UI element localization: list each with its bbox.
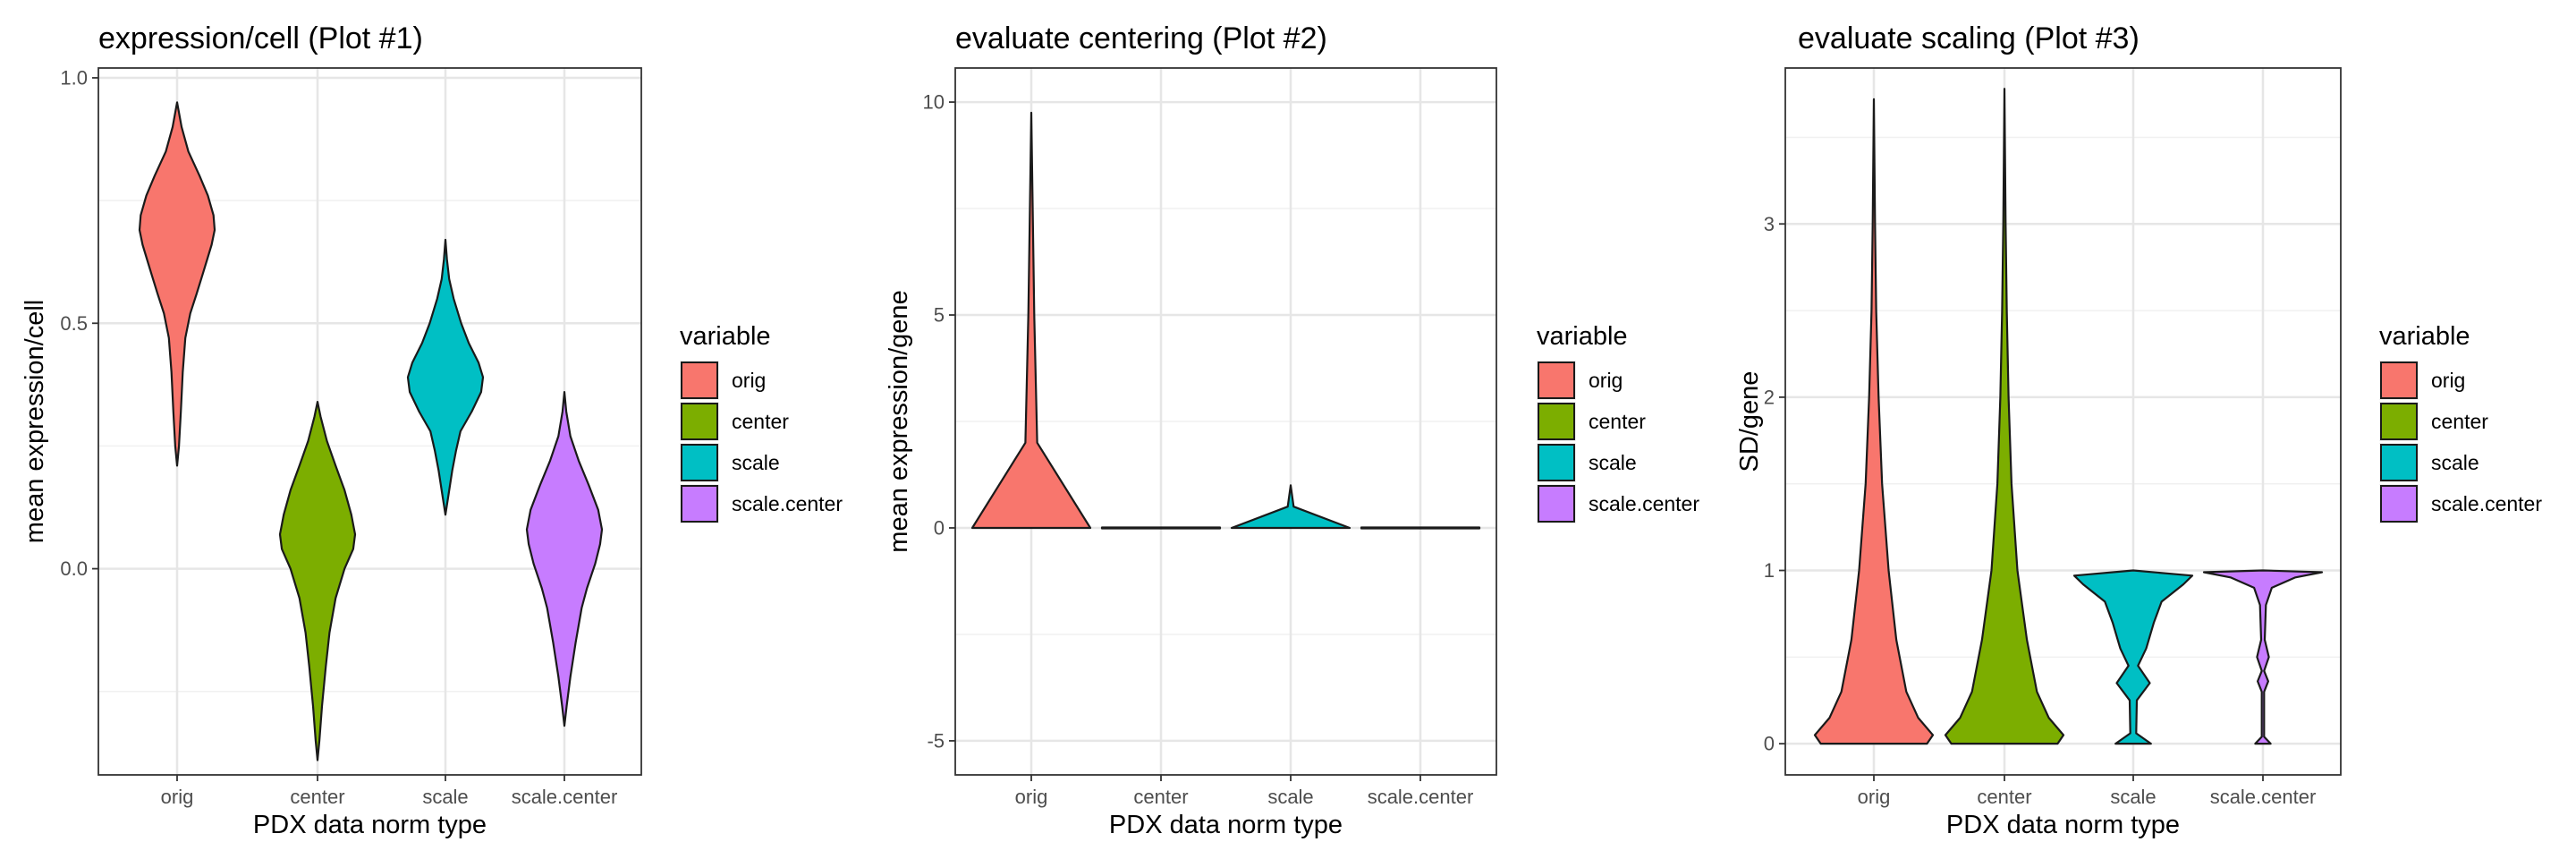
legend-label: orig	[732, 369, 766, 392]
y-tick-label: 5	[934, 304, 945, 327]
panel-2: -5 0 5 10 orig center scale scale.center evaluat…	[885, 21, 1699, 839]
legend-key-scale	[2380, 444, 2418, 481]
y-axis-title: SD/gene	[1735, 371, 1764, 472]
chart-title: evaluate scaling (Plot #3)	[1798, 21, 2140, 55]
legend-label: center	[732, 410, 789, 433]
x-axis-title: PDX data norm type	[1946, 811, 2180, 839]
y-tick-label: 1	[1764, 559, 1775, 582]
panel-3: 0 1 2 3 orig center scale scale.center evaluate …	[1735, 21, 2542, 839]
x-tick-label: scale	[2110, 786, 2156, 808]
legend-key-orig	[681, 361, 718, 399]
legend-label: orig	[2431, 369, 2465, 392]
violin-center	[278, 401, 357, 761]
violin-center	[1100, 526, 1222, 530]
legend-title: variable	[2379, 322, 2470, 351]
violin-orig	[1813, 98, 1935, 745]
legend-key-scale-center	[1538, 485, 1575, 523]
legend-key-center	[681, 403, 718, 440]
violin-scale	[406, 238, 485, 516]
panel-border	[97, 67, 642, 776]
violin-scale	[1230, 484, 1352, 530]
x-tick-label: scale	[422, 786, 468, 808]
x-tick-label: center	[1977, 786, 2031, 808]
y-tick-label: 10	[923, 91, 945, 114]
x-tick-label: orig	[1858, 786, 1891, 808]
panel-border	[1784, 67, 2342, 776]
violin-scale-center	[1360, 526, 1481, 530]
x-tick-label: scale.center	[1368, 786, 1474, 808]
legend-label: scale	[1589, 451, 1637, 474]
legend-label: scale	[2431, 451, 2479, 474]
chart-title: expression/cell (Plot #1)	[98, 21, 423, 55]
x-tick-label: scale	[1267, 786, 1313, 808]
legend-key-scale-center	[2380, 485, 2418, 523]
violin-scale	[2072, 569, 2194, 745]
legend-label: scale.center	[1589, 492, 1699, 515]
y-axis-title: mean expression/cell	[21, 300, 49, 543]
violin-center	[1944, 88, 2065, 745]
y-tick-label: 0	[934, 516, 945, 539]
legend-label: scale.center	[2431, 492, 2542, 515]
x-axis-title: PDX data norm type	[253, 811, 487, 839]
x-tick-label: scale.center	[2210, 786, 2317, 808]
violin-scale-center	[525, 391, 604, 727]
legend-key-orig	[1538, 361, 1575, 399]
legend-key-center	[2380, 403, 2418, 440]
x-axis-title: PDX data norm type	[1109, 811, 1343, 839]
y-tick-label: 3	[1764, 213, 1775, 235]
legend-key-scale-center	[681, 485, 718, 523]
y-tick-label: 1.0	[60, 66, 88, 89]
chart-title: evaluate centering (Plot #2)	[955, 21, 1327, 55]
legend-label: center	[2431, 410, 2488, 433]
x-tick-label: orig	[1015, 786, 1048, 808]
y-tick-label: 0.5	[60, 312, 88, 335]
legend-title: variable	[1537, 322, 1628, 351]
x-tick-label: orig	[161, 786, 194, 808]
violin-scale-center	[2202, 569, 2324, 745]
x-tick-label: center	[290, 786, 344, 808]
y-axis-title: mean expression/gene	[885, 290, 913, 552]
violin-orig	[138, 101, 216, 467]
panel-1: 0.0 0.5 1.0 orig center scale scale.center expr…	[21, 21, 843, 839]
y-tick-label: 2	[1764, 386, 1775, 408]
legend-label: orig	[1589, 369, 1623, 392]
y-tick-label: 0.0	[60, 557, 88, 580]
legend-key-orig	[2380, 361, 2418, 399]
violin-orig	[970, 111, 1092, 530]
panel-border	[954, 67, 1497, 776]
x-tick-label: center	[1133, 786, 1188, 808]
legend-key-center	[1538, 403, 1575, 440]
legend-title: variable	[680, 322, 771, 351]
legend-label: scale	[732, 451, 780, 474]
y-tick-label: -5	[927, 729, 945, 752]
y-tick-label: 0	[1764, 733, 1775, 755]
legend: variable orig center scale scale.center	[1537, 322, 1699, 523]
legend-label: scale.center	[732, 492, 843, 515]
legend: variable orig center scale scale.center	[2379, 322, 2542, 523]
legend: variable orig center scale scale.center	[680, 322, 843, 523]
legend-key-scale	[1538, 444, 1575, 481]
legend-label: center	[1589, 410, 1646, 433]
legend-key-scale	[681, 444, 718, 481]
x-tick-label: scale.center	[512, 786, 618, 808]
